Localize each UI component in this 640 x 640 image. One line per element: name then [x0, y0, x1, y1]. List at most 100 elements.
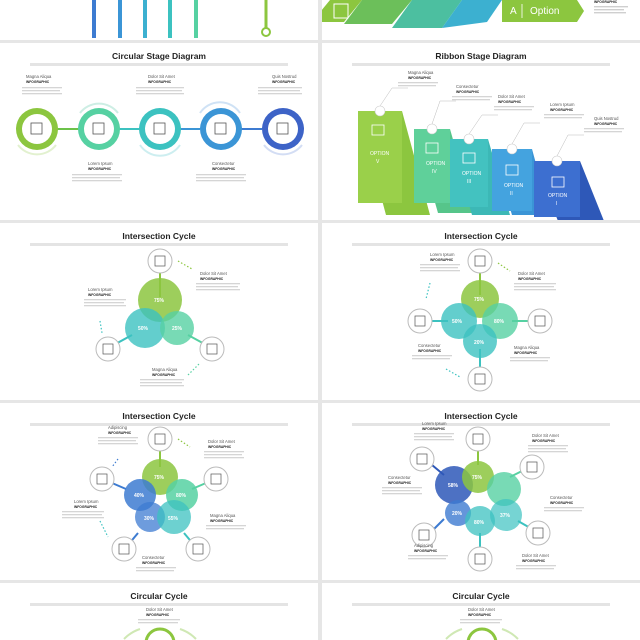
svg-text:INFOGRAPHIC: INFOGRAPHIC — [26, 80, 50, 84]
svg-text:OPTION: OPTION — [426, 161, 446, 167]
slide-intersection-cycle-3: Intersection Cycle 75% 50% 25% Dolor Sit… — [0, 223, 318, 400]
svg-text:INFOGRAPHIC: INFOGRAPHIC — [212, 167, 236, 171]
svg-text:INFOGRAPHIC: INFOGRAPHIC — [148, 80, 172, 84]
svg-text:INFOGRAPHIC: INFOGRAPHIC — [210, 519, 234, 523]
svg-text:INFOGRAPHIC: INFOGRAPHIC — [514, 351, 538, 355]
node-left — [411, 522, 437, 548]
label-dolor-sit-amet: Dolor Sit Amet — [148, 74, 176, 79]
stage-circle-2 — [78, 108, 120, 150]
label-dolor-sit-amet: Dolor Sit Amet — [200, 271, 228, 276]
ribbon-option-3: OPTION III — [462, 152, 482, 185]
label-dolor-sit-amet: Dolor Sit Amet — [208, 439, 236, 444]
top-infographic-label: INFOGRAPHIC — [594, 0, 618, 4]
svg-text:INFOGRAPHIC: INFOGRAPHIC — [532, 439, 556, 443]
subtitle-placeholder — [30, 603, 288, 606]
svg-text:INFOGRAPHIC: INFOGRAPHIC — [550, 108, 574, 112]
slide-circular-cycle-right: Circular Cycle Dolor Sit Amet INFOGRAPHI… — [322, 583, 640, 640]
subtitle-placeholder — [352, 423, 610, 426]
percent-4: 20% — [474, 340, 485, 346]
svg-text:INFOGRAPHIC: INFOGRAPHIC — [272, 80, 296, 84]
subtitle-placeholder — [352, 63, 610, 66]
svg-text:INFOGRAPHIC: INFOGRAPHIC — [88, 167, 112, 171]
svg-text:INFOGRAPHIC: INFOGRAPHIC — [152, 373, 176, 377]
option-letter: A — [510, 6, 517, 17]
ribbon-option-1: OPTION I — [548, 176, 568, 207]
slide-title: Intersection Cycle — [122, 411, 196, 421]
slide-intersection-cycle-4: Intersection Cycle 75% 50% 80% 20% Lorem… — [322, 223, 640, 400]
document-icon — [30, 122, 43, 135]
percent-2: 50% — [138, 326, 149, 332]
label-lorem-ipsum: Lorem Ipsum — [430, 252, 455, 257]
ribbon-option-2: OPTION II — [504, 164, 524, 197]
label-lorem-ipsum: Lorem Ipsum — [88, 161, 113, 166]
intersection-diagram: 58% 75% 20% 80% 37% Lorem Ipsum INFOGRAP… — [382, 421, 584, 572]
svg-text:INFOGRAPHIC: INFOGRAPHIC — [88, 293, 112, 297]
percent-3: 80% — [494, 319, 505, 325]
svg-text:II: II — [510, 191, 513, 197]
svg-text:III: III — [467, 179, 471, 185]
stage-circle-3 — [139, 108, 181, 150]
circular-stage-diagram: Magna Aliqua INFOGRAPHIC Lorem Ipsum INF… — [16, 74, 304, 182]
node-bottom-right — [185, 536, 211, 562]
svg-text:IV: IV — [432, 169, 437, 175]
ribbon-stage-diagram: OPTION V OPTION IV OPTION III OPTION II … — [358, 70, 624, 220]
svg-text:INFOGRAPHIC: INFOGRAPHIC — [422, 427, 446, 431]
label-lorem-ipsum: Lorem Ipsum — [88, 287, 113, 292]
svg-text:INFOGRAPHIC: INFOGRAPHIC — [108, 431, 132, 435]
label-adipiscing: Adipiscing — [108, 425, 128, 430]
svg-text:INFOGRAPHIC: INFOGRAPHIC — [498, 100, 522, 104]
svg-text:INFOGRAPHIC: INFOGRAPHIC — [430, 258, 454, 262]
node-right — [203, 466, 229, 492]
svg-text:INFOGRAPHIC: INFOGRAPHIC — [414, 549, 438, 553]
slide-title: Intersection Cycle — [444, 411, 518, 421]
node-left — [95, 336, 121, 362]
node-top — [467, 248, 493, 274]
svg-text:INFOGRAPHIC: INFOGRAPHIC — [522, 559, 546, 563]
intersection-diagram: 75% 50% 80% 20% Lorem Ipsum INFOGRAPHIC … — [407, 248, 556, 392]
svg-text:INFOGRAPHIC: INFOGRAPHIC — [468, 613, 492, 617]
label-quis-nostrud: Quis Nostrud — [272, 74, 297, 79]
circular-cycle-diagram: Dolor Sit Amet INFOGRAPHIC — [123, 607, 197, 640]
label-magna-aliqua: Magna Aliqua — [152, 367, 178, 372]
svg-text:I: I — [556, 201, 557, 207]
node-bottom-right — [525, 520, 551, 546]
percent-1: 75% — [154, 475, 165, 481]
svg-text:INFOGRAPHIC: INFOGRAPHIC — [518, 277, 542, 281]
percent-1: 75% — [154, 298, 165, 304]
node-top-left — [409, 446, 435, 472]
stage-circle-5 — [262, 108, 304, 150]
percent-3: 80% — [176, 493, 187, 499]
label-quis-nostrud: Quis Nostrud — [594, 116, 619, 121]
svg-text:OPTION: OPTION — [504, 183, 524, 189]
node-bottom — [467, 546, 493, 572]
svg-text:INFOGRAPHIC: INFOGRAPHIC — [550, 501, 574, 505]
svg-text:INFOGRAPHIC: INFOGRAPHIC — [74, 505, 98, 509]
label-consectetur: Consectetur — [418, 343, 441, 348]
svg-text:INFOGRAPHIC: INFOGRAPHIC — [200, 277, 224, 281]
svg-text:OPTION: OPTION — [548, 193, 568, 199]
ribbon-option-5: OPTION V — [370, 124, 390, 165]
svg-text:V: V — [376, 159, 380, 165]
svg-text:INFOGRAPHIC: INFOGRAPHIC — [146, 613, 170, 617]
percent-3: 20% — [452, 511, 463, 517]
node-left — [89, 466, 115, 492]
label-dolor-sit-amet: Dolor Sit Amet — [146, 607, 174, 612]
intersection-diagram: 75% 50% 25% Dolor Sit Amet INFOGRAPHIC L… — [84, 248, 240, 387]
stage-circle-4 — [200, 108, 242, 150]
node-right — [199, 336, 225, 362]
svg-text:INFOGRAPHIC: INFOGRAPHIC — [456, 90, 480, 94]
svg-text:INFOGRAPHIC: INFOGRAPHIC — [418, 349, 442, 353]
slide-title: Circular Cycle — [130, 591, 188, 601]
slide-ribbon-stage: Ribbon Stage Diagram OPTION V OPTION IV … — [322, 43, 640, 220]
option-label: Option — [530, 6, 559, 17]
subtitle-placeholder — [30, 243, 288, 246]
slide-circular-stage: Circular Stage Diagram — [0, 43, 318, 220]
label-consectetur: Consectetur — [212, 161, 235, 166]
label-magna-aliqua: Magna Aliqua — [210, 513, 236, 518]
label-dolor-sit-amet: Dolor Sit Amet — [518, 271, 546, 276]
label-consectetur-left: Consectetur — [388, 475, 411, 480]
svg-text:INFOGRAPHIC: INFOGRAPHIC — [388, 481, 412, 485]
subtitle-placeholder — [30, 423, 288, 426]
label-magna-aliqua: Magna Aliqua — [408, 70, 434, 75]
percent-5: 37% — [500, 513, 511, 519]
